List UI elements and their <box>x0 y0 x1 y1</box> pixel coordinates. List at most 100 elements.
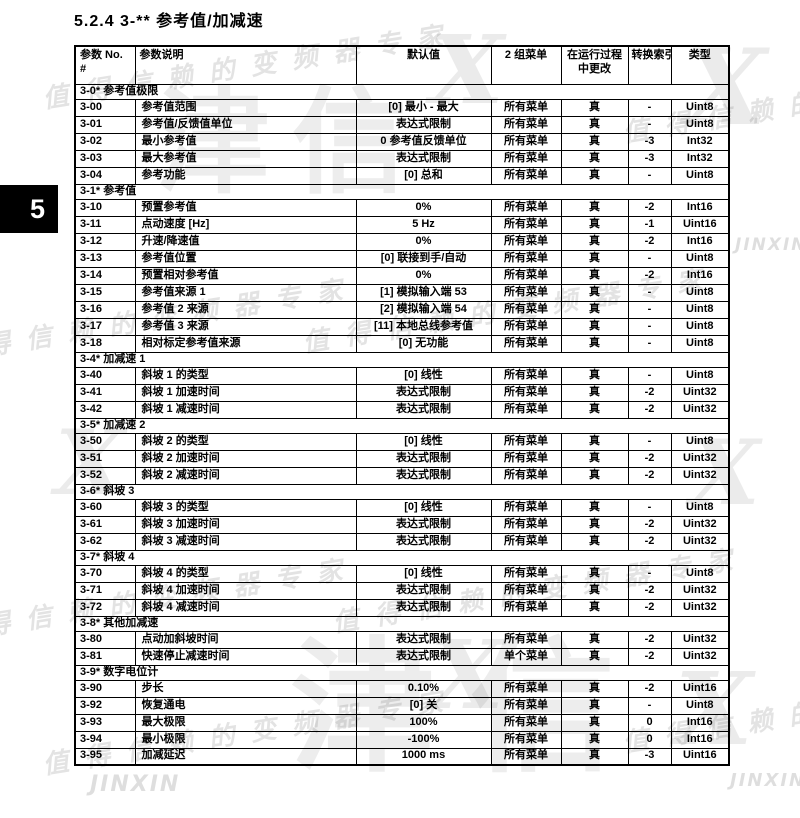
param-no-cell: 3-16 <box>74 300 136 319</box>
table-row: 3-02 最小参考值 0 参考值反馈单位 所有菜单真 -3 Int32 <box>74 132 730 151</box>
param-no-cell: 3-01 <box>74 115 136 134</box>
type-cell: Uint32 <box>670 400 730 419</box>
param-no-cell: 3-93 <box>74 713 136 732</box>
table-row: 3-52 斜坡 2 减速时间 表达式限制 所有菜单真 -2 Uint32 <box>74 466 730 485</box>
type-cell: Uint8 <box>670 98 730 117</box>
menu-cell: 所有菜单 <box>490 249 562 268</box>
type-cell: Uint32 <box>670 449 730 468</box>
menu-cell: 所有菜单 <box>490 466 562 485</box>
runtime-change-cell: 真 <box>560 166 629 185</box>
table-row: 3-94 最小极限 -100% 所有菜单真 0 Int16 <box>74 730 730 749</box>
table-row: 3-10 预置参考值 0% 所有菜单真 -2 Int16 <box>74 198 730 217</box>
menu-cell: 所有菜单 <box>490 581 562 600</box>
runtime-change-cell: 真 <box>560 266 629 285</box>
param-no-cell: 3-81 <box>74 647 136 666</box>
param-desc-cell: 斜坡 4 减速时间 <box>134 598 357 617</box>
conversion-index-cell: - <box>627 98 672 117</box>
runtime-change-cell: 真 <box>560 334 629 353</box>
table-row: 3-16 参考值 2 来源 [2] 模拟输入端 54 所有菜单真 - Uint8 <box>74 300 730 319</box>
param-desc-cell: 参考值 3 来源 <box>134 317 357 336</box>
section-header-row: 3-1* 参考值 <box>74 183 730 200</box>
default-value-cell: [1] 模拟输入端 53 <box>355 283 492 302</box>
conversion-index-cell: - <box>627 283 672 302</box>
default-value-cell: [0] 线性 <box>355 498 492 517</box>
conversion-index-cell: -2 <box>627 598 672 617</box>
param-no-cell: 3-40 <box>74 366 136 385</box>
table-row: 3-14 预置相对参考值 0% 所有菜单真 -2 Int16 <box>74 266 730 285</box>
conversion-index-cell: - <box>627 317 672 336</box>
menu-cell: 所有菜单 <box>490 198 562 217</box>
table-row: 3-11 点动速度 [Hz] 5 Hz 所有菜单真 -1 Uint16 <box>74 215 730 234</box>
conversion-index-cell: -3 <box>627 149 672 168</box>
runtime-change-cell: 真 <box>560 515 629 534</box>
menu-cell: 所有菜单 <box>490 532 562 551</box>
default-value-cell: 表达式限制 <box>355 515 492 534</box>
section-title: 3-8* 其他加减速 <box>74 615 730 632</box>
param-no-cell: 3-72 <box>74 598 136 617</box>
param-desc-cell: 最大参考值 <box>134 149 357 168</box>
param-no-cell: 3-52 <box>74 466 136 485</box>
type-cell: Int16 <box>670 266 730 285</box>
table-row: 3-93 最大极限 100% 所有菜单真 0 Int16 <box>74 713 730 732</box>
conversion-index-cell: 0 <box>627 730 672 749</box>
table-row: 3-18 相对标定参考值来源 [0] 无功能 所有菜单真 - Uint8 <box>74 334 730 353</box>
param-no-cell: 3-03 <box>74 149 136 168</box>
menu-cell: 所有菜单 <box>490 713 562 732</box>
default-value-cell: 表达式限制 <box>355 149 492 168</box>
runtime-change-cell: 真 <box>560 696 629 715</box>
menu-cell: 所有菜单 <box>490 366 562 385</box>
param-no-cell: 3-51 <box>74 449 136 468</box>
runtime-change-cell: 真 <box>560 598 629 617</box>
type-cell: Uint16 <box>670 679 730 698</box>
conversion-index-cell: -3 <box>627 132 672 151</box>
conversion-index-cell: - <box>627 300 672 319</box>
conversion-index-cell: - <box>627 366 672 385</box>
param-no-cell: 3-90 <box>74 679 136 698</box>
param-no-cell: 3-02 <box>74 132 136 151</box>
type-cell: Int16 <box>670 730 730 749</box>
conversion-index-cell: -2 <box>627 532 672 551</box>
type-cell: Int16 <box>670 232 730 251</box>
table-row: 3-61 斜坡 3 加速时间 表达式限制 所有菜单真 -2 Uint32 <box>74 515 730 534</box>
conversion-index-cell: -2 <box>627 449 672 468</box>
param-desc-cell: 斜坡 4 的类型 <box>134 564 357 583</box>
param-desc-cell: 斜坡 2 减速时间 <box>134 466 357 485</box>
default-value-cell: 表达式限制 <box>355 400 492 419</box>
type-cell: Uint8 <box>670 432 730 451</box>
param-desc-cell: 最大极限 <box>134 713 357 732</box>
param-desc-cell: 斜坡 1 减速时间 <box>134 400 357 419</box>
runtime-change-cell: 真 <box>560 383 629 402</box>
param-no-cell: 3-17 <box>74 317 136 336</box>
param-no-cell: 3-04 <box>74 166 136 185</box>
menu-cell: 所有菜单 <box>490 232 562 251</box>
type-cell: Uint32 <box>670 532 730 551</box>
param-no-cell: 3-61 <box>74 515 136 534</box>
default-value-cell: 表达式限制 <box>355 449 492 468</box>
menu-cell: 所有菜单 <box>490 98 562 117</box>
type-cell: Uint8 <box>670 564 730 583</box>
runtime-change-cell: 真 <box>560 215 629 234</box>
type-cell: Int16 <box>670 198 730 217</box>
default-value-cell: 0 参考值反馈单位 <box>355 132 492 151</box>
param-desc-cell: 参考值/反馈值单位 <box>134 115 357 134</box>
type-cell: Uint8 <box>670 498 730 517</box>
menu-cell: 所有菜单 <box>490 383 562 402</box>
param-no-cell: 3-18 <box>74 334 136 353</box>
table-row: 3-72 斜坡 4 减速时间 表达式限制 所有菜单真 -2 Uint32 <box>74 598 730 617</box>
default-value-cell: 表达式限制 <box>355 581 492 600</box>
default-value-cell: 0% <box>355 266 492 285</box>
section-title: 3-6* 斜坡 3 <box>74 483 730 500</box>
param-desc-cell: 升速/降速值 <box>134 232 357 251</box>
menu-cell: 所有菜单 <box>490 334 562 353</box>
type-cell: Int16 <box>670 713 730 732</box>
watermark-brand-en: JINXIN <box>735 235 800 255</box>
default-value-cell: 0% <box>355 232 492 251</box>
default-value-cell: 表达式限制 <box>355 647 492 666</box>
param-desc-cell: 相对标定参考值来源 <box>134 334 357 353</box>
default-value-cell: 表达式限制 <box>355 466 492 485</box>
param-desc-cell: 恢复通电 <box>134 696 357 715</box>
param-no-cell: 3-92 <box>74 696 136 715</box>
conversion-index-cell: -2 <box>627 266 672 285</box>
default-value-cell: [11] 本地总线参考值 <box>355 317 492 336</box>
runtime-change-cell: 真 <box>560 679 629 698</box>
